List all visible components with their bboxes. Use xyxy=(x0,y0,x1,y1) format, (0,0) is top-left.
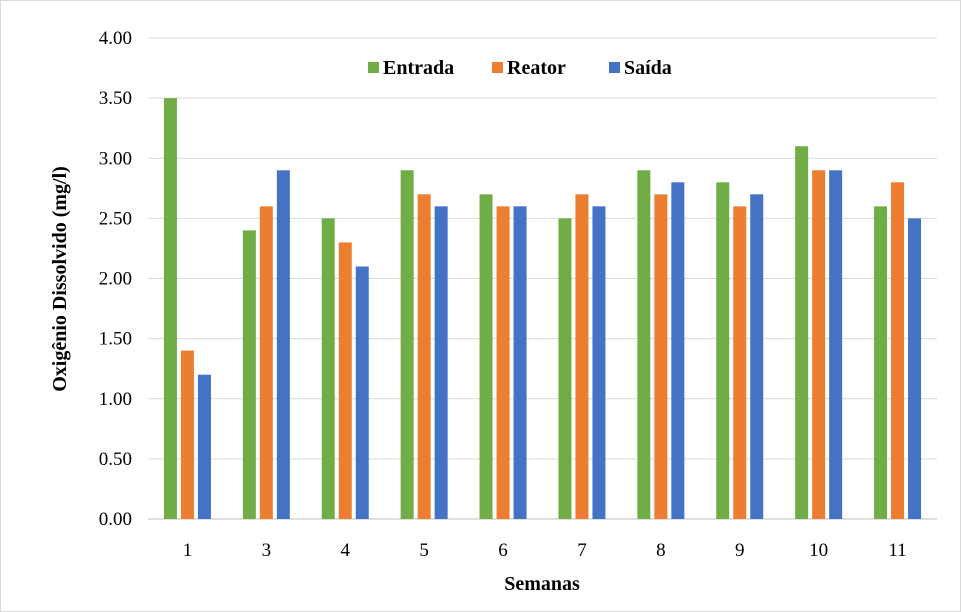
bar-reator-5 xyxy=(417,194,431,519)
bar-entrada-3 xyxy=(242,230,256,519)
x-tick-label: 9 xyxy=(735,540,745,561)
x-tick-label: 11 xyxy=(888,540,906,561)
bar-entrada-6 xyxy=(479,194,493,519)
y-tick-label: 1.00 xyxy=(99,389,132,410)
y-tick-labels: 0.00 0.50 1.00 1.50 2.00 2.50 3.00 3.50 4.00 xyxy=(99,28,132,530)
legend-label: Entrada xyxy=(383,57,454,79)
y-tick-label: 3.50 xyxy=(99,88,132,109)
bar-reator-3 xyxy=(259,206,273,519)
y-tick-label: 0.50 xyxy=(99,449,132,470)
x-tick-label: 6 xyxy=(498,540,508,561)
bar-sa-da-5 xyxy=(434,206,448,519)
bar-sa-da-1 xyxy=(197,374,211,519)
x-tick-label: 5 xyxy=(419,540,429,561)
x-tick-label: 1 xyxy=(183,540,193,561)
bar-entrada-9 xyxy=(716,182,730,520)
bar-sa-da-7 xyxy=(592,206,606,519)
bar-sa-da-4 xyxy=(355,266,369,519)
x-tick-label: 4 xyxy=(341,540,351,561)
bar-sa-da-10 xyxy=(829,170,843,519)
bar-sa-da-9 xyxy=(750,194,764,519)
x-tick-label: 10 xyxy=(809,540,828,561)
legend-label: Saída xyxy=(624,57,672,79)
bar-entrada-4 xyxy=(321,218,335,519)
bar-entrada-5 xyxy=(400,170,414,519)
bar-entrada-1 xyxy=(163,98,177,519)
y-tick-label: 0.00 xyxy=(99,509,132,530)
bar-reator-11 xyxy=(891,182,905,520)
x-tick-label: 8 xyxy=(656,540,666,561)
bar-reator-7 xyxy=(575,194,589,519)
x-axis-title: Semanas xyxy=(504,573,580,595)
legend-swatch xyxy=(368,62,379,73)
legend: Entrada Reator Saída xyxy=(368,57,672,79)
x-tick-label: 3 xyxy=(262,540,272,561)
bar-sa-da-6 xyxy=(513,206,527,519)
bar-reator-4 xyxy=(338,242,352,520)
bar-reator-6 xyxy=(496,206,510,519)
bar-sa-da-11 xyxy=(908,218,922,519)
bar-entrada-11 xyxy=(874,206,888,519)
bar-reator-10 xyxy=(812,170,826,519)
y-tick-label: 3.00 xyxy=(99,148,132,169)
y-tick-label: 2.50 xyxy=(99,208,132,229)
bar-reator-1 xyxy=(180,350,194,519)
bar-entrada-8 xyxy=(637,170,651,519)
legend-swatch xyxy=(492,62,503,73)
bar-sa-da-3 xyxy=(276,170,290,519)
bar-sa-da-8 xyxy=(671,182,685,520)
bar-entrada-7 xyxy=(558,218,572,519)
y-tick-label: 1.50 xyxy=(99,329,132,350)
y-tick-label: 4.00 xyxy=(99,28,132,49)
bar-reator-9 xyxy=(733,206,747,519)
y-axis-title: Oxigênio Dissolvido (mg/l) xyxy=(49,166,71,392)
legend-swatch xyxy=(609,62,620,73)
bar-reator-8 xyxy=(654,194,668,519)
legend-label: Reator xyxy=(507,57,566,79)
bars xyxy=(163,98,922,520)
bar-entrada-10 xyxy=(795,146,809,519)
y-tick-label: 2.00 xyxy=(99,269,132,290)
x-tick-label: 7 xyxy=(577,540,587,561)
x-tick-labels: 1 3 4 5 6 7 8 9 10 11 xyxy=(183,540,907,561)
